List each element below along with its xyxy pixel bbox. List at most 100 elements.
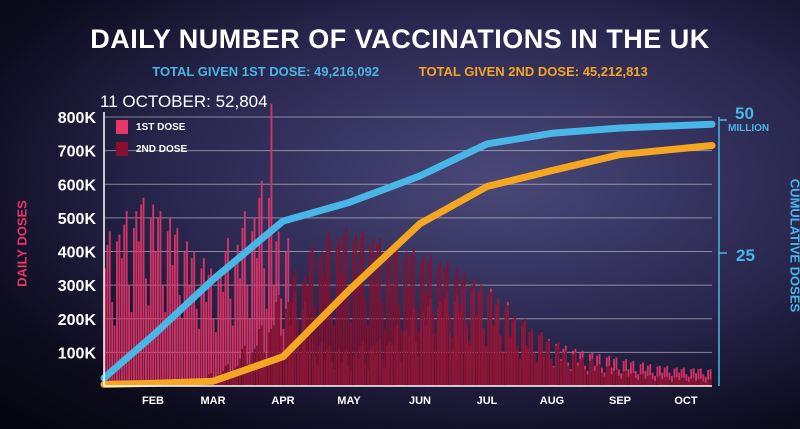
bar-second-dose — [526, 345, 529, 386]
bar-first-dose — [113, 325, 116, 386]
bar-second-dose — [446, 261, 449, 386]
bar-first-dose — [214, 332, 217, 386]
bar-second-dose — [458, 305, 461, 386]
bar-second-dose — [502, 352, 504, 386]
bar-first-dose — [198, 328, 200, 386]
bar-first-dose — [231, 325, 234, 386]
bar-first-dose — [193, 251, 196, 386]
bar-second-dose — [294, 268, 297, 386]
bar-second-dose — [272, 325, 275, 386]
bar-second-dose — [323, 275, 326, 386]
bar-second-dose — [535, 362, 538, 386]
bar-first-dose — [695, 373, 697, 386]
bar-second-dose — [586, 374, 589, 386]
bar-second-dose — [593, 370, 596, 386]
bar-first-dose — [171, 264, 174, 386]
bar-first-dose — [256, 258, 258, 386]
bar-first-dose — [260, 180, 263, 386]
bar-second-dose — [468, 340, 471, 386]
x-tick-label: MAR — [200, 395, 225, 407]
bar-second-dose — [398, 305, 401, 386]
bar-first-dose — [263, 268, 266, 386]
bar-first-dose — [251, 231, 254, 386]
bar-first-dose — [147, 305, 150, 386]
bar-second-dose — [601, 373, 603, 386]
bar-second-dose — [330, 298, 333, 386]
bar-second-dose — [550, 359, 553, 386]
bar-second-dose — [538, 335, 541, 386]
bar-first-dose — [709, 369, 712, 386]
bar-second-dose — [574, 352, 577, 386]
bar-second-dose — [649, 375, 652, 386]
bar-first-dose — [670, 375, 673, 386]
bar-second-dose — [229, 374, 232, 386]
bar-first-dose — [224, 251, 227, 386]
bar-second-dose — [369, 244, 372, 386]
bar-second-dose — [699, 378, 702, 386]
bar-first-dose — [222, 291, 225, 386]
bar-second-dose — [506, 305, 509, 386]
bar-second-dose — [603, 376, 606, 386]
bar-first-dose — [690, 369, 693, 386]
bar-first-dose — [685, 374, 688, 386]
bar-first-dose — [188, 285, 191, 386]
bar-second-dose — [504, 308, 507, 386]
bar-second-dose — [702, 381, 705, 386]
bar-first-dose — [229, 298, 232, 386]
bar-second-dose — [400, 330, 403, 386]
bar-first-dose — [270, 103, 273, 387]
bar-second-dose — [422, 254, 425, 386]
bar-second-dose — [395, 244, 398, 386]
bar-second-dose — [629, 373, 632, 386]
bar-first-dose — [234, 258, 237, 386]
bar-second-dose — [475, 315, 478, 386]
bar-first-dose — [205, 301, 208, 386]
bar-second-dose — [709, 379, 712, 386]
bar-second-dose — [313, 305, 316, 386]
bar-second-dose — [584, 369, 587, 386]
bar-first-dose — [702, 374, 705, 386]
bar-first-dose — [118, 234, 121, 386]
line-cumulative-first-dose — [100, 120, 716, 382]
bar-first-dose — [161, 285, 164, 386]
bar-second-dose — [311, 244, 314, 386]
bar-first-dose — [673, 368, 676, 386]
bar-first-dose — [644, 370, 647, 386]
y-tick-label: 400K — [58, 245, 97, 262]
bar-second-dose — [427, 261, 430, 386]
legend-item-second-dose: 2ND DOSE — [116, 138, 187, 160]
bar-second-dose — [591, 359, 594, 386]
bar-first-dose — [241, 227, 244, 386]
bar-second-dose — [289, 301, 292, 386]
bar-second-dose — [444, 268, 447, 386]
bar-first-dose — [683, 367, 685, 386]
bar-second-dose — [627, 376, 630, 386]
bar-first-dose — [265, 308, 268, 386]
y-tick-label: 200K — [58, 312, 97, 329]
bar-first-dose — [210, 268, 213, 386]
bar-first-dose — [268, 197, 270, 386]
bar-second-dose — [560, 360, 562, 386]
bar-second-dose — [383, 328, 386, 386]
bar-second-dose — [692, 377, 695, 386]
bar-second-dose — [465, 322, 468, 386]
bar-second-dose — [528, 332, 531, 386]
bar-second-dose — [685, 380, 688, 386]
bar-second-dose — [605, 366, 608, 386]
bar-second-dose — [436, 268, 439, 386]
bar-second-dose — [480, 285, 483, 386]
total-second-dose: TOTAL GIVEN 2ND DOSE: 45,212,813 — [418, 64, 648, 79]
bar-second-dose — [562, 352, 565, 386]
bar-second-dose — [258, 328, 261, 386]
bar-second-dose — [576, 365, 579, 386]
bar-second-dose — [545, 342, 548, 386]
bar-second-dose — [417, 332, 420, 386]
bar-second-dose — [637, 379, 640, 386]
bar-first-dose — [149, 217, 152, 386]
bar-second-dose — [415, 308, 418, 386]
bar-first-dose — [680, 369, 683, 386]
bar-second-dose — [499, 335, 502, 386]
bar-first-dose — [704, 376, 707, 386]
bar-first-dose — [176, 227, 179, 386]
